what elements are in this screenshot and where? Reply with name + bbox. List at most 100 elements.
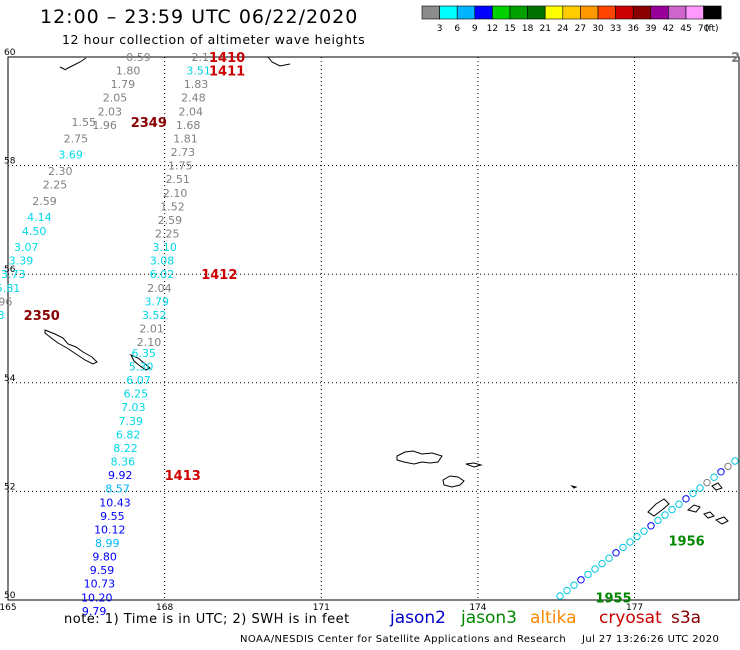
track-marker — [696, 484, 704, 492]
track-marker — [598, 559, 606, 568]
swh-value: 8.36 — [111, 456, 136, 469]
legend-tick-label: 42 — [663, 24, 674, 34]
track-marker — [591, 565, 599, 573]
swh-value: 2.25 — [43, 179, 68, 192]
swh-value: 2.10 — [163, 187, 188, 200]
pass-time-label: 1410 — [209, 51, 245, 66]
legend-swatch — [703, 5, 722, 20]
swh-value: 9.79 — [82, 605, 107, 618]
track-marker — [661, 511, 669, 519]
lon-tick-label: 177 — [626, 603, 643, 613]
swh-value: 2.10 — [137, 336, 162, 349]
swh-value: 3.79 — [145, 295, 170, 308]
chart-subtitle: 12 hour collection of altimeter wave hei… — [62, 32, 366, 47]
legend-tick-label: 24 — [557, 24, 569, 34]
swh-value: 2.96 — [0, 295, 12, 308]
swh-value: 10.43 — [99, 496, 131, 509]
swh-value: 1.75 — [168, 160, 193, 173]
lon-tick-label: 165 — [0, 603, 17, 613]
legend-swatch — [474, 5, 493, 20]
lon-tick-label: 174 — [469, 603, 486, 613]
track-marker — [570, 581, 578, 589]
footer-credit: NOAA/NESDIS Center for Satellite Applica… — [240, 634, 567, 645]
track-marker — [703, 478, 711, 487]
track-marker — [605, 554, 613, 562]
axis-tick-labels: 50 52 54 56 58 60 165 168 171 174 177 — [0, 48, 643, 613]
swh-value: 6.07 — [126, 374, 151, 387]
legend-tick-label: 15 — [504, 24, 515, 34]
swh-value: 3.39 — [9, 255, 34, 268]
color-scale-legend: 3 6 9 12 15 18 21 24 27 30 33 36 39 42 45 70 — [421, 5, 722, 34]
swh-value: 9.59 — [90, 564, 115, 577]
swh-value: 0.59 — [126, 51, 151, 64]
swh-value: 8.57 — [105, 483, 130, 496]
track-marker — [675, 500, 683, 508]
swh-value: 3.73 — [1, 268, 26, 281]
legend-tick-label: 12 — [487, 24, 498, 34]
legend-s3a: s3a — [671, 608, 702, 628]
track-marker — [654, 516, 662, 525]
swh-value: 1.68 — [176, 119, 201, 132]
track-marker — [689, 489, 697, 498]
swh-value: 7.03 — [121, 401, 146, 414]
legend-swatch — [580, 5, 599, 20]
swh-value: 4.14 — [27, 211, 52, 224]
legend-swatch — [615, 5, 634, 20]
track-marker — [710, 473, 718, 481]
legend-tick-label: 27 — [575, 24, 586, 34]
legend-swatch — [597, 5, 616, 20]
swh-value: 9.80 — [92, 551, 117, 564]
swh-value: 2.30 — [48, 165, 73, 178]
legend-tick-label: 39 — [645, 24, 657, 34]
lat-tick-label: 50 — [4, 591, 16, 601]
track-marker — [577, 576, 585, 584]
track-marker — [556, 592, 564, 600]
footer-timestamp: Jul 27 13:26:26 UTC 2020 — [582, 634, 720, 645]
swh-value: 4.50 — [22, 225, 47, 238]
swh-value: 6.35 — [132, 347, 157, 360]
legend-tick-label: 18 — [522, 24, 534, 34]
track-marker — [612, 549, 620, 557]
track-marker — [619, 543, 627, 552]
attu-island — [396, 450, 443, 465]
track-marker — [724, 462, 732, 471]
swh-value: 3.10 — [152, 241, 177, 254]
legend-swatch — [650, 5, 669, 20]
coastline-outlines — [44, 56, 729, 525]
lat-tick-label: 54 — [4, 374, 16, 384]
swh-value: 1.55 — [71, 116, 96, 129]
swh-value: 2.04 — [179, 105, 204, 118]
swh-value: 2.59 — [32, 195, 57, 208]
legend-swatch — [509, 5, 528, 20]
swh-value: 2.01 — [139, 323, 164, 336]
swh-value: 10.20 — [81, 591, 113, 604]
track-marker — [717, 468, 725, 476]
swh-value: 2.13 — [192, 51, 217, 64]
agattu-island — [442, 475, 465, 488]
footer-note: note: 1) Time is in UTC; 2) SWH is in fe… — [64, 612, 350, 627]
kamchatka-coast-east — [267, 56, 291, 67]
track-marker — [626, 538, 634, 546]
track-marker — [584, 570, 592, 579]
swh-value: 10.12 — [94, 523, 126, 536]
kiska-island — [647, 498, 670, 517]
track-marker — [647, 522, 655, 530]
swh-value: 2.03 — [98, 105, 123, 118]
legend-swatch — [562, 5, 581, 20]
legend-tick-label: 9 — [472, 24, 478, 34]
swh-value: 2.48 — [181, 92, 206, 105]
swh-value: 6.25 — [124, 388, 149, 401]
legend-tick-label: 6 — [454, 24, 460, 34]
swh-value: 4.03 — [0, 309, 5, 322]
legend-swatch — [685, 5, 704, 20]
swh-value: 2.75 — [64, 132, 89, 145]
legend-swatch — [492, 5, 511, 20]
swh-value: 5.81 — [0, 282, 20, 295]
legend-swatch — [439, 5, 458, 20]
lon-tick-label: 171 — [313, 603, 330, 613]
swh-value: 2.73 — [171, 146, 196, 159]
legend-cryosat: cryosat — [599, 608, 662, 628]
legend-tick-label: 70 — [698, 24, 710, 34]
legend-altika: altika — [530, 608, 577, 628]
